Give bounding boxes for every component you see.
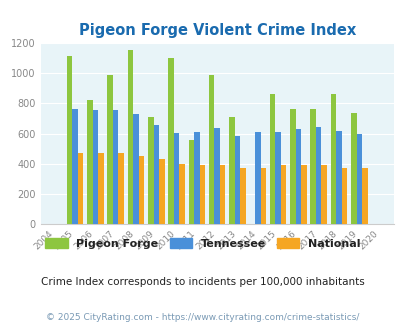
Bar — [280, 165, 286, 224]
Bar — [234, 136, 240, 224]
Bar — [118, 153, 124, 224]
Bar — [310, 109, 315, 224]
Bar — [335, 131, 341, 224]
Bar — [107, 76, 113, 224]
Title: Pigeon Forge Violent Crime Index: Pigeon Forge Violent Crime Index — [79, 22, 355, 38]
Bar — [98, 153, 103, 224]
Legend: Pigeon Forge, Tennessee, National: Pigeon Forge, Tennessee, National — [45, 238, 360, 249]
Bar — [315, 127, 321, 224]
Bar — [78, 153, 83, 224]
Bar — [220, 165, 225, 224]
Bar — [290, 110, 295, 224]
Bar — [301, 165, 306, 224]
Bar — [179, 164, 184, 224]
Bar — [194, 132, 199, 224]
Bar — [173, 133, 179, 224]
Bar — [240, 168, 245, 224]
Bar — [254, 132, 260, 224]
Bar — [113, 110, 118, 224]
Bar — [321, 165, 326, 224]
Bar — [168, 58, 173, 224]
Bar — [67, 56, 72, 224]
Bar — [153, 125, 159, 224]
Bar — [229, 117, 234, 224]
Bar — [269, 94, 275, 224]
Bar — [159, 159, 164, 224]
Bar — [356, 134, 361, 224]
Bar — [139, 155, 144, 224]
Text: Crime Index corresponds to incidents per 100,000 inhabitants: Crime Index corresponds to incidents per… — [41, 278, 364, 287]
Bar — [361, 168, 367, 224]
Bar — [214, 128, 220, 224]
Bar — [341, 168, 346, 224]
Bar — [92, 110, 98, 224]
Bar — [87, 100, 92, 224]
Bar — [128, 50, 133, 224]
Bar — [350, 113, 356, 224]
Bar — [72, 110, 78, 224]
Bar — [188, 140, 194, 224]
Bar — [148, 117, 153, 224]
Bar — [133, 114, 139, 224]
Bar — [295, 129, 301, 224]
Bar — [260, 168, 265, 224]
Bar — [330, 94, 335, 224]
Bar — [199, 165, 205, 224]
Bar — [209, 76, 214, 224]
Bar — [275, 132, 280, 224]
Text: © 2025 CityRating.com - https://www.cityrating.com/crime-statistics/: © 2025 CityRating.com - https://www.city… — [46, 313, 359, 322]
